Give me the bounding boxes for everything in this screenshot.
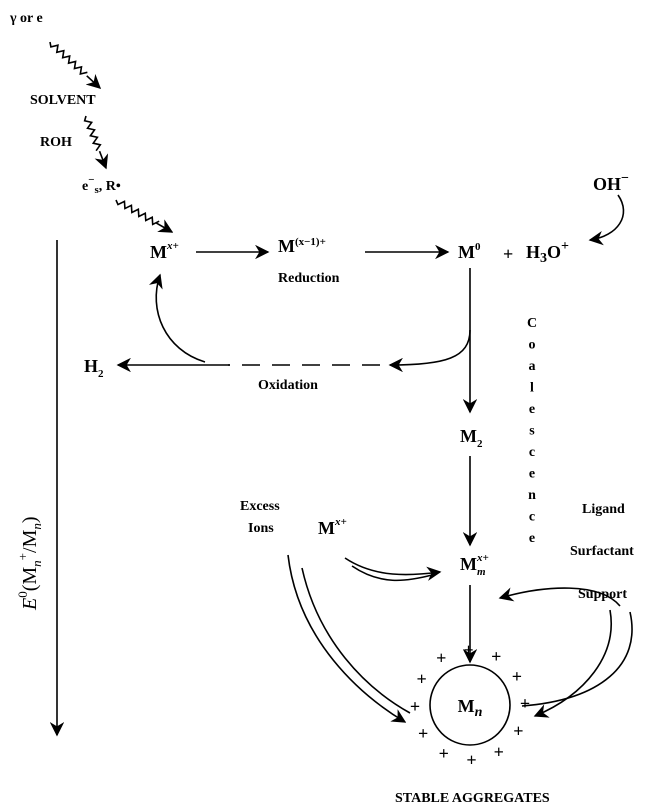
radiation: γ or e <box>9 11 43 26</box>
arrow <box>521 611 633 707</box>
arrow <box>351 565 433 582</box>
excess-label: Ions <box>248 521 274 536</box>
charge: + <box>463 640 473 660</box>
hydrogen: H2 <box>84 356 104 380</box>
hydronium: H3O+ <box>526 239 569 266</box>
charge: + <box>494 742 504 762</box>
charge: + <box>417 669 427 689</box>
charge: + <box>491 647 501 667</box>
plus: + <box>503 244 513 264</box>
alcohol: ROH <box>40 135 72 150</box>
charge: + <box>436 648 446 668</box>
arrow <box>533 609 612 718</box>
arrows <box>49 41 633 746</box>
arrow <box>301 567 411 714</box>
charge: + <box>410 696 420 716</box>
radicals: e−s, R• <box>82 174 121 196</box>
excess-ion: Mx+ <box>318 516 347 538</box>
aggregate-label: STABLE AGGREGATES <box>395 791 550 806</box>
arrow <box>498 587 621 607</box>
arrow-head <box>94 150 109 170</box>
charges: + + + + + + + + + + + + <box>410 640 530 770</box>
arrow <box>344 557 442 581</box>
excess-label: Excess <box>240 499 280 514</box>
charge: + <box>512 666 522 686</box>
stabilizer: Support <box>578 587 627 602</box>
stabilizer: Ligand <box>582 502 625 517</box>
charge: + <box>513 721 523 741</box>
cluster: Mmx+ <box>460 552 489 578</box>
metal-ion: Mx+ <box>150 240 179 262</box>
charge: + <box>466 750 476 770</box>
dimer: M2 <box>460 426 483 450</box>
wavy-line <box>49 41 88 76</box>
wavy-line <box>115 199 160 226</box>
arrow <box>588 194 625 246</box>
arrow-head <box>155 219 174 233</box>
aggregate-circle <box>429 664 511 746</box>
arrow <box>388 329 471 373</box>
hydroxide: OH− <box>593 171 629 194</box>
oxidation-label: Oxidation <box>258 378 318 393</box>
reduction-label: Reduction <box>278 271 340 286</box>
arrow <box>287 554 407 723</box>
stabilizer: Surfactant <box>570 544 634 559</box>
solvent: SOLVENT <box>30 93 96 108</box>
charge: + <box>520 694 530 714</box>
arrow-head <box>85 73 102 89</box>
axis-label: E0(Mn+/Mn) <box>15 516 44 611</box>
intermediate: M(x−1)+ <box>278 236 326 256</box>
charge: + <box>418 724 428 744</box>
charge: + <box>439 743 449 763</box>
metal-atom: M0 <box>458 241 481 262</box>
wavy-line <box>83 115 102 152</box>
aggregate-core: Mn <box>458 696 483 720</box>
arrow <box>148 273 206 363</box>
